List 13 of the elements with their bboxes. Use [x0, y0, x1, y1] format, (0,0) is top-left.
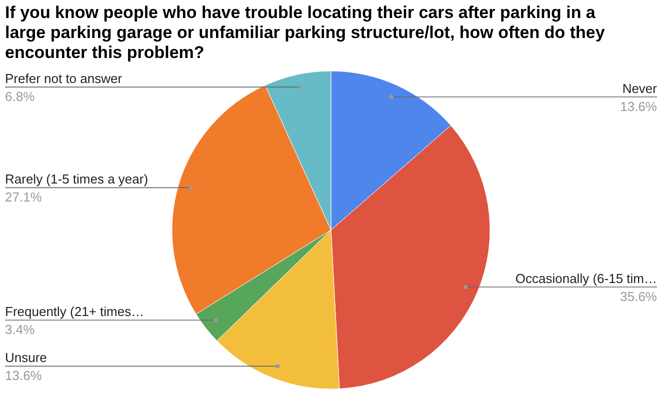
data-label: 27.1% [5, 190, 42, 205]
chart-title: If you know people who have trouble locating their cars after parking in a large parking garage or unfamiliar parking structure/lot, how often do they encounter this problem? [5, 3, 606, 62]
slice-label: Frequently (21+ times… [5, 304, 144, 320]
slice-label: Unsure [5, 350, 47, 366]
data-label: 3.4% [5, 322, 36, 338]
data-label: 35.6% [620, 288, 658, 304]
data-label: 13.6% [620, 98, 658, 114]
slice-label: Rarely (1-5 times a year) [5, 172, 148, 187]
slice-label: Prefer not to answer [5, 71, 123, 86]
slice-label: Occasionally (6-15 tim… [515, 270, 657, 286]
data-label: 6.8% [5, 89, 36, 104]
data-label: 13.6% [5, 368, 42, 384]
slice-label: Never [622, 80, 658, 96]
